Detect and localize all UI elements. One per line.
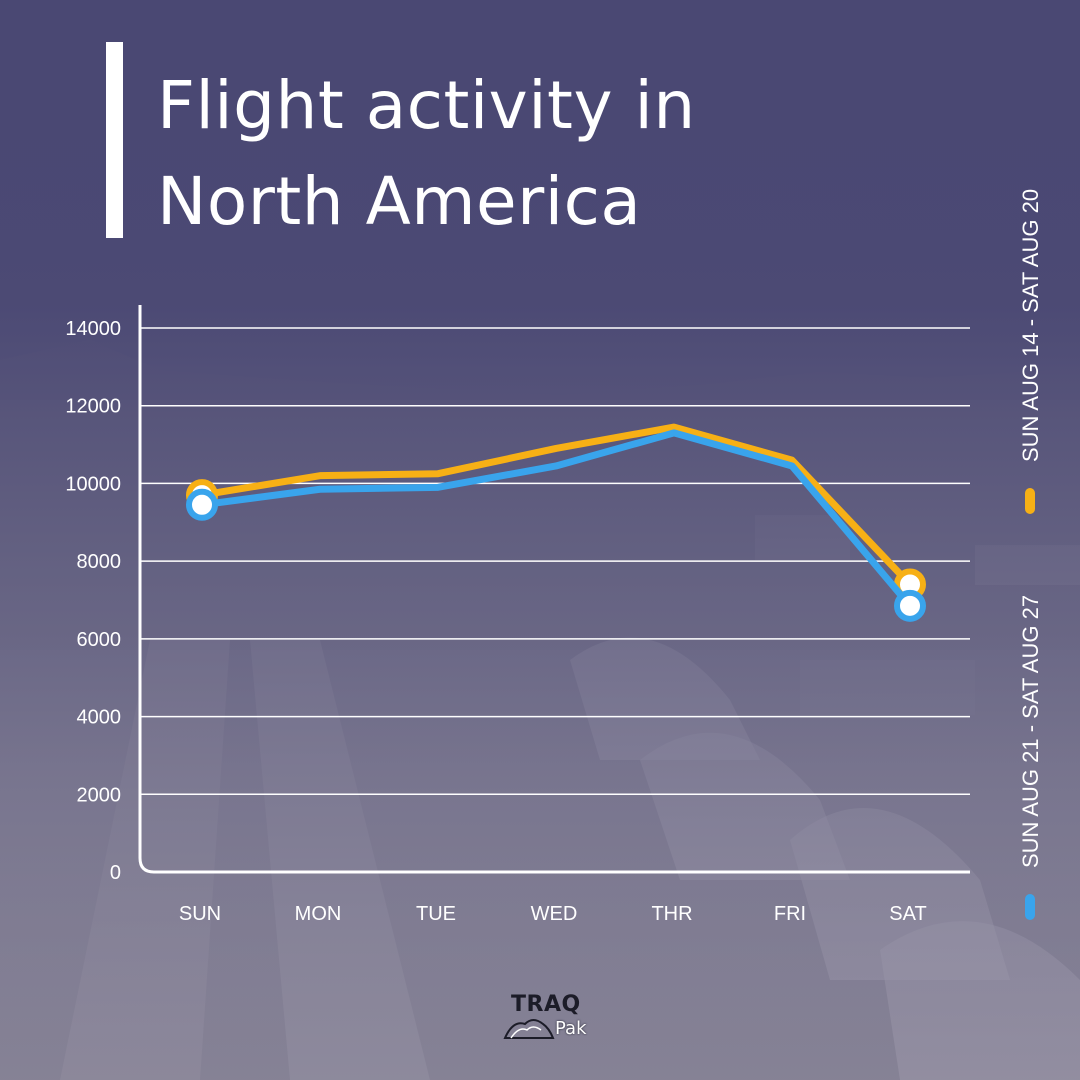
x-tick-label: FRI xyxy=(774,903,806,925)
y-tick-label: 2000 xyxy=(77,784,122,806)
logo-text-top: TRAQ xyxy=(511,992,581,1017)
axis-frame xyxy=(138,305,970,874)
series-1 xyxy=(186,423,926,601)
y-axis-ticks: 0 2000 4000 6000 8000 10000 12000 14000 xyxy=(65,318,121,884)
page-title: Flight activity in North America xyxy=(157,58,917,250)
y-tick-label: 10000 xyxy=(65,473,121,495)
x-tick-label: THR xyxy=(651,903,692,925)
x-tick-label: SAT xyxy=(889,903,926,925)
x-tick-label: SUN xyxy=(179,903,221,925)
x-tick-label: WED xyxy=(531,903,578,925)
title-line-1: Flight activity in xyxy=(157,67,696,144)
y-tick-label: 12000 xyxy=(65,396,121,418)
gridlines xyxy=(140,327,970,796)
legend-swatch xyxy=(1025,488,1035,514)
logo-wing-icon xyxy=(503,1019,555,1039)
legend: SUN AUG 14 - SAT AUG 20 SUN AUG 21 - SAT … xyxy=(1018,189,1043,920)
y-tick-label: 8000 xyxy=(77,551,122,573)
y-tick-label: 4000 xyxy=(77,707,122,729)
legend-swatch xyxy=(1025,894,1035,920)
series-line xyxy=(198,423,914,588)
legend-label: SUN AUG 21 - SAT AUG 27 xyxy=(1018,595,1043,868)
legend-label: SUN AUG 14 - SAT AUG 20 xyxy=(1018,189,1043,462)
title-line-2: North America xyxy=(157,163,642,240)
series-line xyxy=(198,429,914,610)
y-tick-label: 0 xyxy=(110,862,121,884)
logo-text-bottom: Pak xyxy=(555,1018,587,1039)
x-axis-ticks: SUN MON TUE WED THR FRI SAT xyxy=(179,903,927,925)
y-tick-label: 6000 xyxy=(77,629,122,651)
series-lines xyxy=(186,423,926,622)
y-tick-label: 14000 xyxy=(65,318,121,340)
title-accent-bar xyxy=(106,42,123,238)
data-point-marker xyxy=(186,488,218,521)
traqpak-logo: TRAQ Pak xyxy=(503,992,623,1052)
series-2 xyxy=(186,429,926,622)
x-tick-label: TUE xyxy=(416,903,456,925)
x-tick-label: MON xyxy=(295,903,342,925)
data-point-marker xyxy=(894,589,926,622)
